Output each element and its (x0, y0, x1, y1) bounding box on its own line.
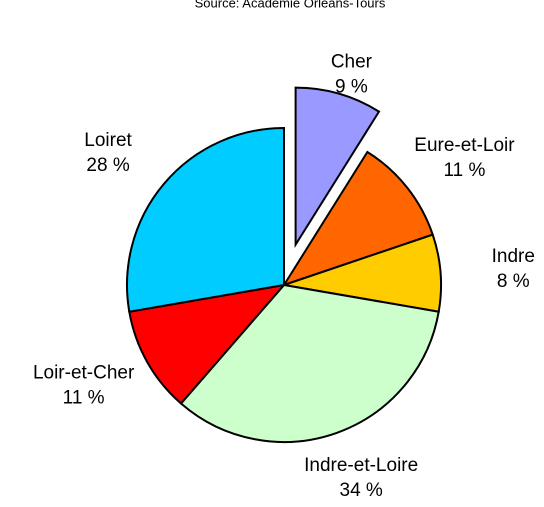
slice-label: Loir-et-Cher (33, 363, 135, 384)
slice-value-label: 11 % (444, 160, 486, 181)
slice-value-label: 8 % (497, 271, 530, 292)
pie-slice (179, 283, 440, 443)
slice-label: Indre (492, 246, 535, 267)
chart-subtitle: Source: Académie Orléans-Tours (195, 0, 386, 10)
slice-value-label: 9 % (335, 77, 368, 98)
slice-label: Eure-et-Loir (414, 135, 515, 156)
pie-slice (281, 150, 434, 287)
pie-slice (126, 126, 285, 313)
slice-label: Cher (331, 52, 373, 73)
pie-slice (294, 86, 381, 249)
slice-value-label: 11 % (63, 388, 105, 409)
slice-value-label: 34 % (340, 480, 383, 501)
pie-slice (128, 283, 287, 405)
slice-label: Loiret (84, 130, 132, 151)
slice-label: Indre-et-Loire (304, 455, 418, 476)
slice-value-label: 28 % (86, 155, 129, 176)
